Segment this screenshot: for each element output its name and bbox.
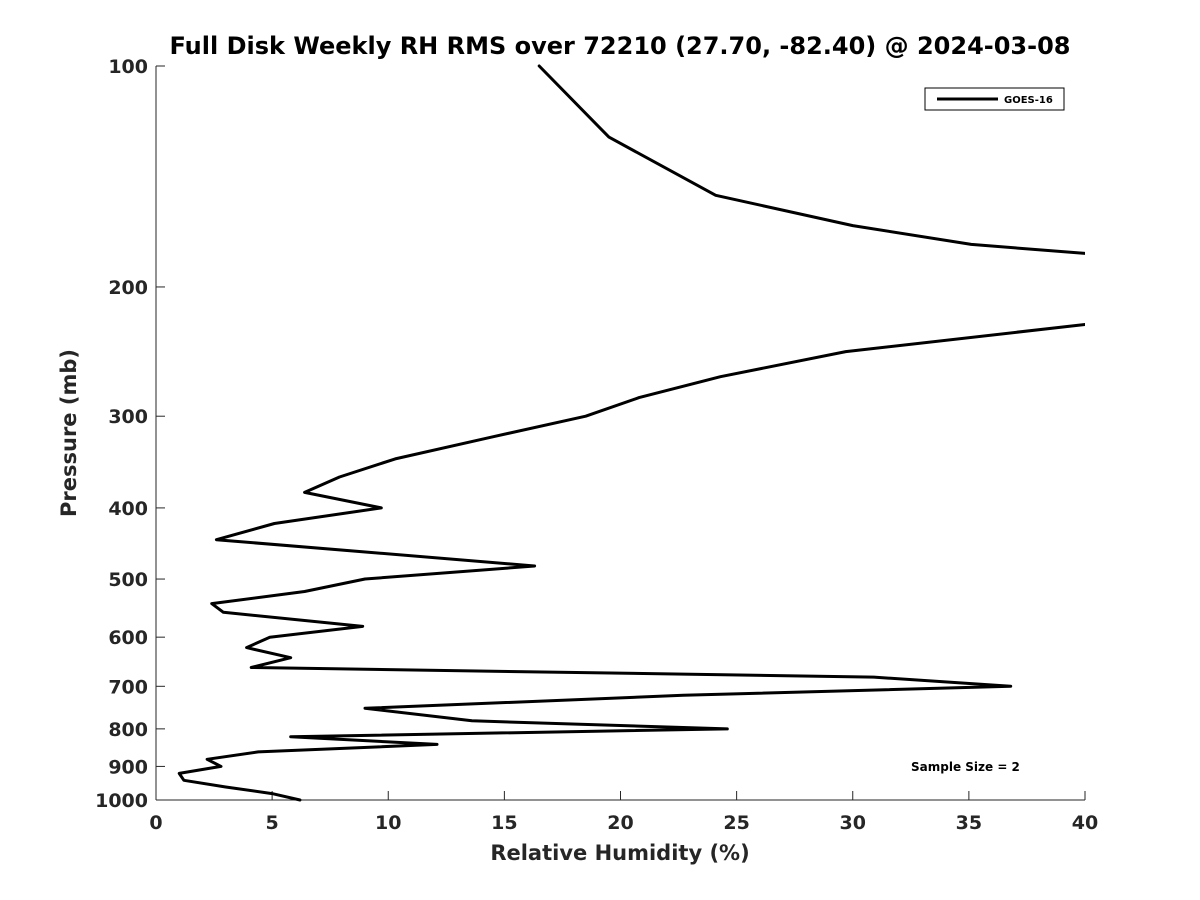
x-tick-label: 0 (149, 812, 162, 834)
series-line-goes16-segment-1 (177, 323, 1085, 802)
legend: GOES-16 (924, 87, 1065, 111)
x-tick-label: 5 (266, 812, 279, 834)
y-tick-label: 1000 (95, 790, 148, 812)
y-tick-label: 700 (108, 676, 148, 698)
y-tick-label: 300 (108, 406, 148, 428)
x-tick-label: 30 (840, 812, 866, 834)
x-axis-label: Relative Humidity (%) (490, 841, 749, 865)
y-axis-label: Pressure (mb) (57, 349, 81, 517)
x-tick-label: 35 (956, 812, 982, 834)
x-tick-label: 20 (607, 812, 633, 834)
plot-lines (177, 64, 1085, 802)
y-tick-label: 400 (108, 498, 148, 520)
sample-size-annotation: Sample Size = 2 (911, 760, 1020, 774)
y-tick-label: 900 (108, 756, 148, 778)
legend-label-goes16: GOES-16 (1004, 95, 1053, 106)
x-tick-label: 25 (723, 812, 749, 834)
y-tick-label: 100 (108, 56, 148, 78)
x-tick-label: 10 (375, 812, 401, 834)
x-tick-label: 40 (1072, 812, 1098, 834)
x-tick-label: 15 (491, 812, 517, 834)
y-tick-label: 200 (108, 277, 148, 299)
y-tick-label: 800 (108, 719, 148, 741)
y-tick-label: 600 (108, 627, 148, 649)
series-line-goes16-segment-0 (537, 64, 1085, 255)
axes: 0 5 10 15 20 25 30 35 40 100 200 300 400 500 600 700 800… (95, 56, 1098, 834)
chart-title: Full Disk Weekly RH RMS over 72210 (27.7… (169, 32, 1070, 60)
y-tick-label: 500 (108, 569, 148, 591)
